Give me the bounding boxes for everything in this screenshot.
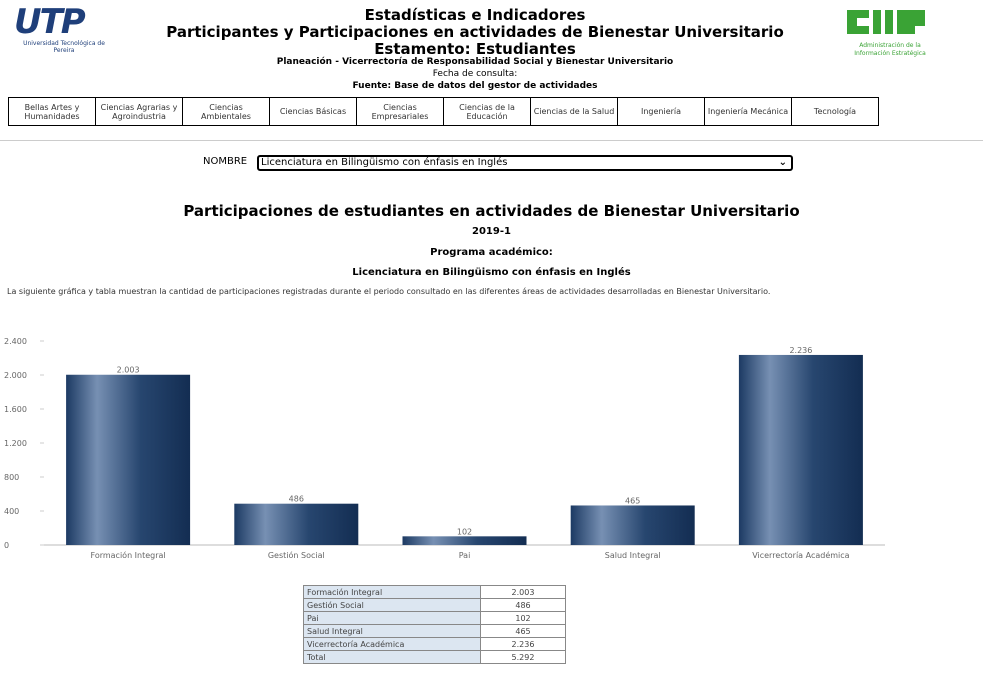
value-label: 2.003 <box>117 366 140 375</box>
header-subtitle: Participantes y Participaciones en activ… <box>166 23 784 41</box>
report-title: Participaciones de estudiantes en activi… <box>183 202 800 220</box>
value-label: 486 <box>289 495 304 504</box>
table-cell: Total <box>303 650 481 664</box>
table-row: Vicerrectoría Académica 2.236 <box>303 637 566 651</box>
y-tick-label: 400 <box>4 507 19 516</box>
table-cell: 465 <box>480 624 566 638</box>
y-tick-label: 2.400 <box>4 337 27 346</box>
y-tick-label: 0 <box>4 541 9 550</box>
tab[interactable]: Tecnología <box>813 107 857 116</box>
table-row: Formación Integral 2.003 <box>303 585 566 599</box>
tab[interactable]: Ciencias Básicas <box>270 98 357 125</box>
tab[interactable]: Bellas Artes y Humanidades <box>9 98 96 125</box>
y-tick-label: 1.200 <box>4 439 27 448</box>
table-cell: Gestión Social <box>303 598 481 612</box>
tab[interactable]: Ciencias Ambientales <box>183 98 270 125</box>
table-row: Salud Integral 465 <box>303 624 566 638</box>
filter-value: Licenciatura en Bilingüismo con énfasis … <box>261 157 508 168</box>
table-cell: 5.292 <box>480 650 566 664</box>
value-label: 102 <box>457 527 472 536</box>
table-cell: Pai <box>303 611 481 625</box>
table-cell: 2.003 <box>480 585 566 599</box>
x-tick-label: Gestión Social <box>268 550 325 560</box>
table-row: Pai 102 <box>303 611 566 625</box>
header-office: Planeación - Vicerrectoría de Responsabi… <box>276 57 674 67</box>
separator <box>0 140 983 141</box>
filter-label: NOMBRE <box>203 156 248 167</box>
table-row: Total 5.292 <box>303 650 566 664</box>
header-estamento: Estamento: Estudiantes <box>374 40 576 58</box>
header-title: Estadísticas e Indicadores <box>364 6 586 24</box>
tab[interactable]: Ingeniería Mecánica <box>705 98 792 125</box>
x-tick-label: Salud Integral <box>605 551 661 560</box>
value-label: 465 <box>625 496 640 505</box>
bar <box>234 503 359 545</box>
y-tick-label: 800 <box>4 473 19 482</box>
header-source: Fuente: Base de datos del gestor de acti… <box>352 81 598 91</box>
x-tick-label: Vicerrectoría Académica <box>752 550 849 560</box>
y-tick-label: 2.000 <box>4 371 27 380</box>
x-tick-label: Formación Integral <box>91 550 166 560</box>
y-tick-label: 1.600 <box>4 405 27 414</box>
tab[interactable]: Ciencias Agrarias y Agroindustria <box>96 98 183 125</box>
report-description: La siguiente gráfica y tabla muestran la… <box>7 287 771 296</box>
logo-left: UTP <box>14 2 86 42</box>
tab[interactable]: Ingeniería <box>618 98 705 125</box>
value-label: 2.236 <box>789 346 812 355</box>
report-period: 2019-1 <box>472 226 511 237</box>
report-program: Licenciatura en Bilingüismo con énfasis … <box>352 267 631 278</box>
header-date: Fecha de consulta: <box>432 69 518 79</box>
tab-bar: Bellas Artes y Humanidades Ciencias Agrar… <box>8 97 879 126</box>
table-cell: 486 <box>480 598 566 612</box>
table-cell: 102 <box>480 611 566 625</box>
logo-right-caption: Administración de la Información Estraté… <box>854 42 926 57</box>
bar <box>570 505 695 545</box>
table-row: Gestión Social 486 <box>303 598 566 612</box>
logo-right <box>847 10 925 34</box>
table-cell: Salud Integral <box>303 624 481 638</box>
report-program-label: Programa académico: <box>430 247 553 258</box>
x-tick-label: Pai <box>459 551 471 560</box>
table-cell: Formación Integral <box>303 585 481 599</box>
filter-select[interactable]: Licenciatura en Bilingüismo con énfasis … <box>257 155 793 171</box>
table-cell: Vicerrectoría Académica <box>303 637 481 651</box>
chart: 0 400 800 1.200 1.600 2.000 2.400 Formación Int… <box>4 337 885 560</box>
tab[interactable]: Ciencias Empresariales <box>357 98 444 125</box>
tab[interactable]: Ciencias de la Educación <box>444 98 531 125</box>
table-cell: 2.236 <box>480 637 566 651</box>
bar <box>738 354 863 545</box>
data-table: Formación Integral 2.003 Gestión Social 486… <box>303 585 566 664</box>
tab[interactable]: Ciencias de la Salud <box>531 98 618 125</box>
bar <box>402 536 527 545</box>
bar <box>66 374 191 545</box>
logo-left-caption: Universidad Tecnológica de Pereira <box>23 40 105 54</box>
